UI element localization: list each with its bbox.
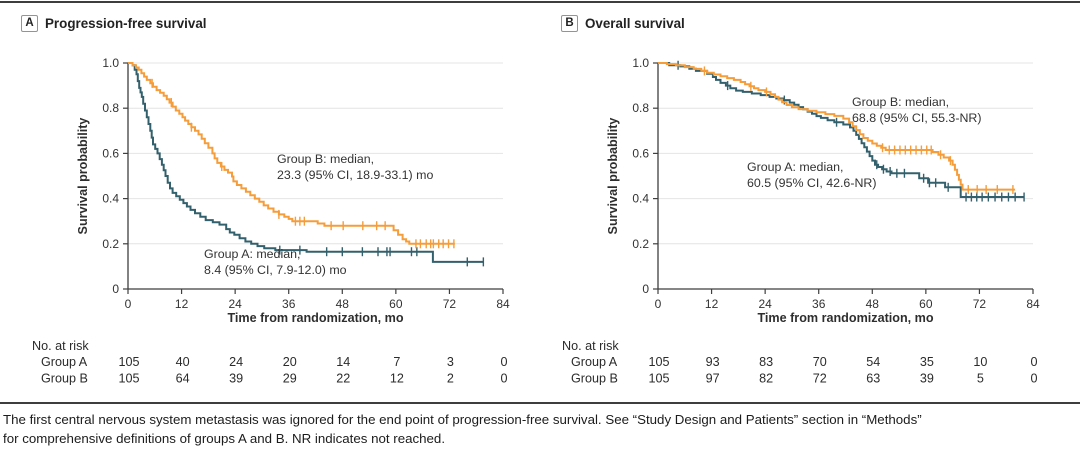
x-tick-label: 48: [336, 297, 350, 311]
y-tick-label: 0.8: [632, 101, 649, 115]
at-risk-value: 82: [759, 372, 773, 386]
x-tick-label: 84: [1026, 297, 1040, 311]
median-annotation: 23.3 (95% CI, 18.9-33.1) mo: [277, 168, 433, 182]
y-tick-label: 1.0: [102, 56, 119, 70]
at-risk-header: No. at risk: [562, 339, 619, 353]
x-tick-label: 60: [919, 297, 933, 311]
at-risk-value: 5: [977, 372, 984, 386]
y-tick-label: 0.4: [102, 192, 119, 206]
at-risk-row-label: Group B: [571, 372, 618, 386]
at-risk-value: 0: [1030, 355, 1037, 369]
x-tick-label: 72: [973, 297, 987, 311]
median-annotation: Group B: median,: [852, 95, 949, 109]
median-annotation: 60.5 (95% CI, 42.6-NR): [747, 176, 876, 190]
y-tick-label: 0.6: [102, 146, 119, 160]
at-risk-value: 105: [118, 355, 139, 369]
panel-pfs-header: A Progression-free survival: [21, 13, 207, 33]
median-annotation: 8.4 (95% CI, 7.9-12.0) mo: [204, 263, 347, 277]
at-risk-header: No. at risk: [32, 339, 89, 353]
at-risk-value: 2: [447, 372, 454, 386]
km-chart-os: 0 0.2 0.4 0.6 0.8 1.0 0 12 24 36 48 60 72 84 Time from…: [562, 56, 1040, 386]
x-tick-label: 60: [389, 297, 403, 311]
x-tick-label: 48: [866, 297, 880, 311]
y-axis-title: Survival probability: [606, 118, 620, 235]
panel-os: B Overall survival 0 0.2 0.4 0.6 0.8 1.0 0 12 24…: [540, 0, 1080, 400]
at-risk-value: 105: [648, 372, 669, 386]
x-axis-title: Time from randomization, mo: [227, 311, 403, 325]
y-tick-label: 0.4: [632, 192, 649, 206]
y-tick-label: 0.2: [632, 237, 649, 251]
y-tick-label: 0: [642, 282, 649, 296]
at-risk-value: 0: [500, 372, 507, 386]
km-curve-group-b: [658, 62, 1016, 191]
at-risk-value: 7: [393, 355, 400, 369]
y-tick-label: 0.8: [102, 101, 119, 115]
at-risk-row-label: Group A: [41, 355, 88, 369]
x-axis-title: Time from randomization, mo: [757, 311, 933, 325]
at-risk-value: 63: [866, 372, 880, 386]
x-tick-label: 84: [496, 297, 510, 311]
at-risk-value: 22: [336, 372, 350, 386]
at-risk-value: 72: [813, 372, 827, 386]
x-tick-label: 12: [175, 297, 189, 311]
panel-label-a: A: [21, 14, 38, 32]
median-annotation: Group B: median,: [277, 152, 374, 166]
y-tick-label: 0.2: [102, 237, 119, 251]
y-axis-title: Survival probability: [76, 118, 90, 235]
x-tick-label: 24: [228, 297, 242, 311]
median-annotation: Group A: median,: [204, 247, 300, 261]
at-risk-value: 39: [920, 372, 934, 386]
km-curve-group-a: [128, 62, 484, 263]
at-risk-row-label: Group A: [571, 355, 618, 369]
at-risk-value: 24: [229, 355, 243, 369]
at-risk-value: 93: [706, 355, 720, 369]
y-tick-label: 0: [112, 282, 119, 296]
at-risk-value: 0: [1030, 372, 1037, 386]
y-tick-label: 0.6: [632, 146, 649, 160]
panel-pfs: A Progression-free survival 0 0.2 0.4 0.6 0.…: [0, 0, 540, 400]
at-risk-value: 40: [176, 355, 190, 369]
km-curve-group-b: [128, 62, 455, 245]
at-risk-value: 70: [813, 355, 827, 369]
y-tick-label: 1.0: [632, 56, 649, 70]
at-risk-value: 29: [283, 372, 297, 386]
at-risk-value: 39: [229, 372, 243, 386]
at-risk-value: 10: [973, 355, 987, 369]
at-risk-value: 54: [866, 355, 880, 369]
top-rule: [0, 1, 1080, 3]
figure-caption-line2: for comprehensive definitions of groups …: [3, 430, 446, 446]
km-curve-group-a: [658, 62, 1025, 198]
at-risk-value: 64: [176, 372, 190, 386]
x-tick-label: 0: [125, 297, 132, 311]
at-risk-value: 3: [447, 355, 454, 369]
median-annotation: Group A: median,: [747, 160, 843, 174]
x-tick-label: 12: [705, 297, 719, 311]
at-risk-value: 83: [759, 355, 773, 369]
caption-divider-rule: [0, 402, 1080, 404]
median-annotation: 68.8 (95% CI, 55.3-NR): [852, 111, 981, 125]
panel-label-b: B: [561, 14, 578, 32]
figure-caption: The first central nervous system metasta…: [3, 411, 1063, 448]
x-tick-label: 24: [758, 297, 772, 311]
panel-title-os: Overall survival: [585, 15, 685, 31]
at-risk-value: 20: [283, 355, 297, 369]
panel-title-pfs: Progression-free survival: [45, 15, 207, 31]
x-tick-label: 0: [655, 297, 662, 311]
at-risk-value: 35: [920, 355, 934, 369]
x-tick-label: 36: [282, 297, 296, 311]
x-tick-label: 72: [443, 297, 457, 311]
at-risk-value: 105: [118, 372, 139, 386]
at-risk-value: 97: [706, 372, 720, 386]
figure-caption-line1: The first central nervous system metasta…: [3, 412, 922, 427]
at-risk-value: 12: [390, 372, 404, 386]
at-risk-value: 105: [648, 355, 669, 369]
x-tick-label: 36: [812, 297, 826, 311]
at-risk-value: 0: [500, 355, 507, 369]
at-risk-row-label: Group B: [41, 372, 88, 386]
at-risk-value: 14: [336, 355, 350, 369]
panel-os-header: B Overall survival: [561, 13, 685, 33]
